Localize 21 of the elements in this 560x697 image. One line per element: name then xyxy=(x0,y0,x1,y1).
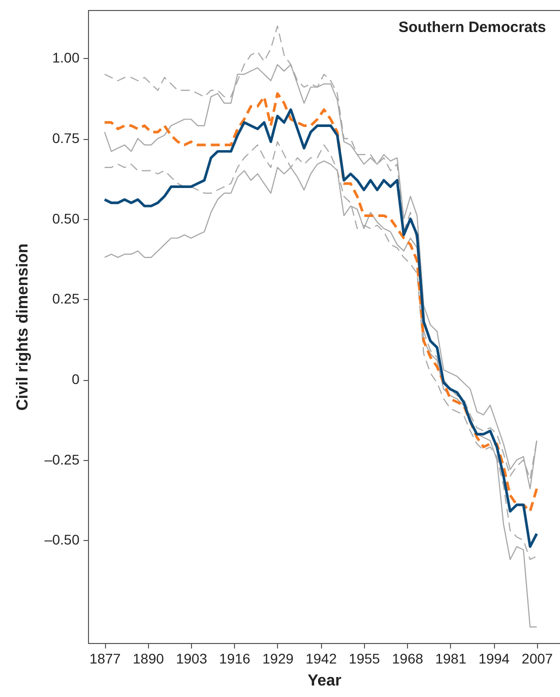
y-tick-label: 0.50 xyxy=(52,210,80,226)
y-tick-label: 0.25 xyxy=(52,290,80,307)
x-tick-label: 1955 xyxy=(348,650,380,666)
x-tick-label: 1994 xyxy=(478,650,510,666)
x-tick-label: 1916 xyxy=(219,650,251,666)
y-tick-label: –0.25 xyxy=(44,451,80,468)
x-tick-label: 1903 xyxy=(176,650,208,666)
x-tick-label: 1942 xyxy=(306,650,337,666)
y-tick-label: 1.00 xyxy=(52,50,80,66)
x-tick-label: 1890 xyxy=(132,650,164,666)
x-tick-label: 1981 xyxy=(435,650,467,666)
x-tick-label: 2007 xyxy=(522,650,554,666)
x-axis-title: Year xyxy=(308,672,342,690)
y-tick-label: 0 xyxy=(72,371,80,388)
y-tick-label: 0.75 xyxy=(52,130,80,146)
x-tick-label: 1877 xyxy=(90,650,121,666)
x-tick-label: 1968 xyxy=(392,650,424,666)
y-axis-title: Civil rights dimension xyxy=(14,243,32,411)
text: Southern Democrats xyxy=(398,19,546,36)
x-tick-label: 1929 xyxy=(262,650,294,666)
y-tick-label: –0.50 xyxy=(44,532,80,548)
